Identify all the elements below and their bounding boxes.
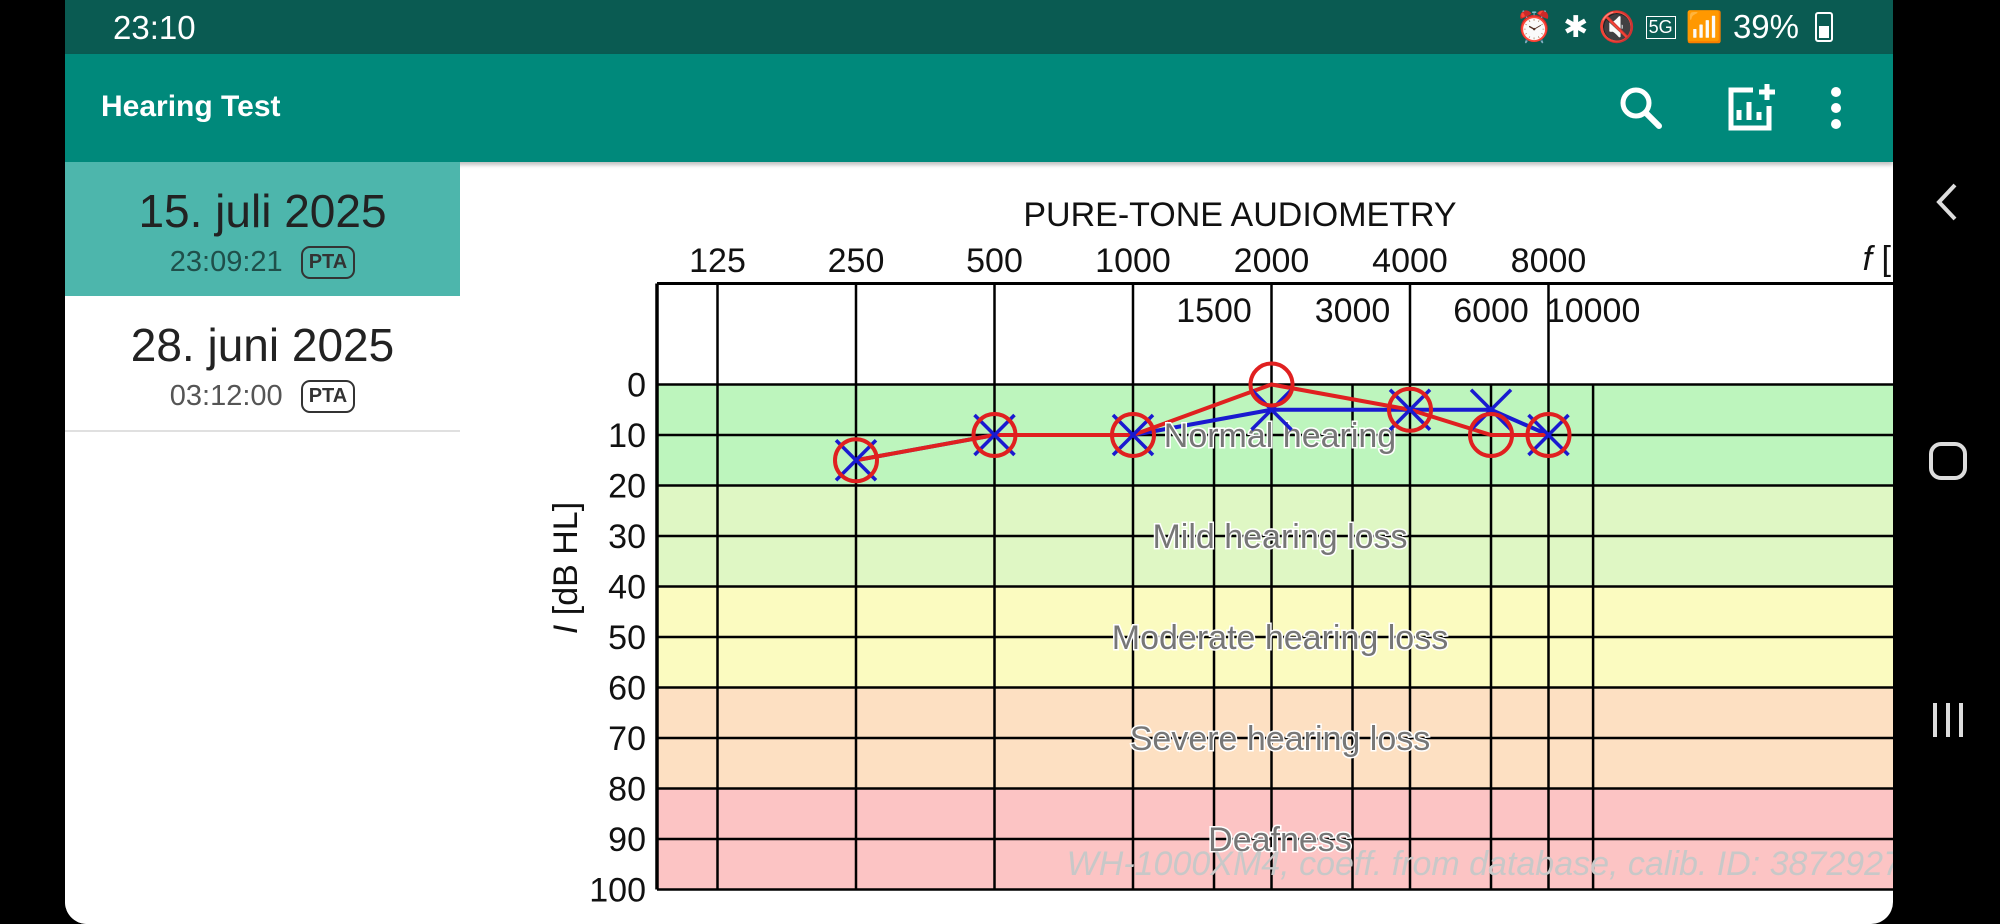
x-tick-label: 3000 — [1315, 292, 1391, 330]
more-vert-icon — [1831, 87, 1841, 129]
app-screen: 23:10 ⏰ ✱ 🔇 5G 📶 39% Hearing Test — [65, 0, 1893, 924]
band-label: Moderate hearing loss — [1112, 619, 1448, 657]
y-tick-label: 100 — [589, 872, 646, 910]
test-date: 28. juni 2025 — [130, 319, 395, 371]
battery-icon — [1815, 12, 1833, 42]
x-tick-label: 1500 — [1176, 292, 1252, 330]
data-point-circle — [1248, 361, 1295, 408]
pta-badge: PTA — [300, 380, 356, 413]
x-tick-label: 10000 — [1546, 292, 1641, 330]
data-point-circle — [1387, 386, 1433, 433]
new-test-button[interactable] — [1723, 80, 1779, 136]
chart-title: PURE-TONE AUDIOMETRY — [1023, 196, 1456, 234]
data-point-circle — [833, 437, 879, 484]
app-bar: Hearing Test — [65, 54, 1893, 162]
y-tick-label: 30 — [608, 518, 646, 556]
data-point-cross — [834, 439, 878, 482]
y-tick-label: 0 — [627, 367, 646, 405]
data-point-circle — [1110, 412, 1156, 458]
x-tick-label: 8000 — [1511, 242, 1587, 280]
data-point-circle — [1468, 412, 1515, 458]
y-tick-label: 40 — [608, 569, 646, 607]
y-tick-label: 60 — [608, 670, 646, 708]
header-row — [657, 283, 1893, 385]
status-icons: ⏰ ✱ 🔇 5G 📶 39% — [1516, 8, 1833, 46]
mute-icon: 🔇 — [1598, 10, 1636, 44]
x-tick-label: 1000 — [1095, 242, 1171, 280]
5g-icon: 5G — [1645, 15, 1676, 39]
y-axis-label: I [dB HL] — [547, 502, 585, 634]
x-tick-label: 500 — [966, 242, 1023, 280]
y-tick-label: 70 — [608, 720, 646, 758]
test-list-item[interactable]: 15. juli 2025 23:09:21 PTA — [65, 162, 460, 296]
band-label: Deafness — [1208, 821, 1352, 859]
y-tick-label: 80 — [608, 771, 646, 809]
test-time: 23:09:21 — [169, 246, 283, 278]
data-point-cross — [1111, 413, 1155, 457]
x-tick-label: 4000 — [1372, 242, 1448, 280]
x-tick-label: 2000 — [1234, 242, 1310, 280]
app-title: Hearing Test — [101, 90, 281, 123]
test-time: 03:12:00 — [169, 380, 283, 412]
y-tick-label: 20 — [608, 468, 646, 506]
navigation-bar — [1893, 0, 2000, 924]
band-label: Mild hearing loss — [1152, 518, 1407, 556]
y-tick-label: 50 — [608, 619, 646, 657]
search-icon — [1620, 87, 1662, 129]
audiogram-panel: PURE-TONE AUDIOMETRY 125 250 500 1000 2000 400… — [460, 162, 1893, 924]
bluetooth-icon: ✱ — [1563, 10, 1589, 44]
data-point-cross — [1469, 388, 1513, 431]
test-date: 15. juli 2025 — [138, 185, 387, 237]
data-point-cross — [1388, 388, 1432, 431]
add-chart-icon — [1728, 84, 1775, 131]
test-list: 15. juli 2025 23:09:21 PTA 28. juni 2025… — [65, 162, 460, 924]
x-tick-label: 6000 — [1453, 292, 1529, 330]
band-label: Normal hearing — [1164, 417, 1396, 455]
data-point-cross — [1527, 413, 1570, 457]
signal-icon: 📶 — [1685, 10, 1723, 44]
band-label: Severe hearing loss — [1130, 720, 1431, 758]
y-tick-label: 90 — [608, 821, 646, 859]
search-button[interactable] — [1613, 80, 1669, 136]
test-list-item[interactable]: 28. juni 2025 03:12:00 PTA — [65, 296, 460, 432]
x-axis-label: f [Hz] — [1863, 240, 1893, 278]
data-point-circle — [1525, 412, 1572, 458]
home-icon[interactable] — [1923, 436, 1973, 486]
back-icon[interactable] — [1923, 177, 1973, 227]
x-tick-label: 250 — [828, 242, 885, 280]
status-bar: 23:10 ⏰ ✱ 🔇 5G 📶 39% — [65, 0, 1893, 54]
more-options-button[interactable] — [1821, 80, 1851, 136]
battery-percent: 39% — [1732, 8, 1799, 45]
status-time: 23:10 — [113, 9, 196, 46]
pta-badge: PTA — [300, 246, 356, 279]
data-point-cross — [973, 413, 1016, 457]
calibration-footnote: WH-1000XM4, coeff. from database, calib.… — [1067, 845, 1893, 883]
data-point-circle — [971, 412, 1018, 458]
y-tick-label: 10 — [608, 417, 646, 455]
data-point-cross — [1250, 388, 1293, 431]
x-tick-label: 125 — [689, 242, 746, 280]
recents-icon[interactable] — [1923, 695, 1973, 745]
alarm-icon: ⏰ — [1515, 10, 1554, 44]
